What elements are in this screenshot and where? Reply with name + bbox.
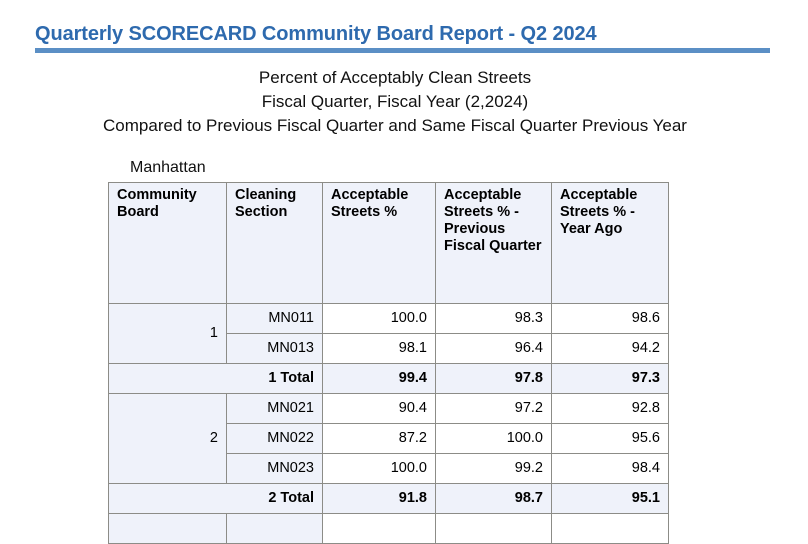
table-row: MN022 87.2 100.0 95.6 xyxy=(109,423,669,454)
table-row: MN013 98.1 96.4 94.2 xyxy=(109,333,669,364)
cell-acceptable-streets xyxy=(322,513,436,544)
cell-community-board: 2 xyxy=(108,393,227,484)
cell-total-spacer xyxy=(108,483,227,514)
cell-acceptable-streets: 98.1 xyxy=(322,333,436,364)
cell-cleaning-section: MN022 xyxy=(226,423,323,454)
table-total-row: 2 Total 91.8 98.7 95.1 xyxy=(108,483,669,514)
cell-acceptable-streets: 87.2 xyxy=(322,423,436,454)
cell-acceptable-streets: 100.0 xyxy=(322,303,436,334)
cell-total-label: 1 Total xyxy=(226,363,323,394)
column-header-year-ago: Acceptable Streets % - Year Ago xyxy=(551,182,669,304)
table-row-partial xyxy=(108,513,669,544)
table-header-row: Community Board Cleaning Section Accepta… xyxy=(108,182,669,304)
title-underline-rule xyxy=(35,48,770,53)
column-header-previous-quarter: Acceptable Streets % - Previous Fiscal Q… xyxy=(435,182,552,304)
cell-previous-quarter: 98.3 xyxy=(435,303,552,334)
cell-total-previous-quarter: 98.7 xyxy=(435,483,552,514)
cell-total-spacer xyxy=(108,363,227,394)
column-header-acceptable-streets: Acceptable Streets % xyxy=(322,182,436,304)
table-total-row: 1 Total 99.4 97.8 97.3 xyxy=(108,363,669,394)
subtitle-line-period: Fiscal Quarter, Fiscal Year (2,2024) xyxy=(261,92,529,111)
table-row: 2 MN021 90.4 97.2 92.8 xyxy=(108,393,669,484)
cell-acceptable-streets: 90.4 xyxy=(322,393,436,424)
cell-cleaning-section: MN023 xyxy=(226,453,323,484)
column-header-cleaning-section: Cleaning Section xyxy=(226,182,323,304)
report-header: Quarterly SCORECARD Community Board Repo… xyxy=(35,22,775,53)
cell-year-ago: 98.6 xyxy=(551,303,669,334)
cell-year-ago: 98.4 xyxy=(551,453,669,484)
cell-total-acceptable: 91.8 xyxy=(322,483,436,514)
table-row: MN023 100.0 99.2 98.4 xyxy=(109,453,669,484)
cell-total-label: 2 Total xyxy=(226,483,323,514)
cell-previous-quarter xyxy=(435,513,552,544)
cell-total-year-ago: 95.1 xyxy=(551,483,669,514)
cell-total-acceptable: 99.4 xyxy=(322,363,436,394)
cell-community-board: 1 xyxy=(108,303,227,364)
cell-total-year-ago: 97.3 xyxy=(551,363,669,394)
cell-year-ago: 94.2 xyxy=(551,333,669,364)
cell-cleaning-section xyxy=(226,513,323,544)
cell-cleaning-section: MN021 xyxy=(226,393,323,424)
cell-cleaning-section: MN011 xyxy=(226,303,323,334)
subtitle-line-metric: Percent of Acceptably Clean Streets xyxy=(258,68,532,87)
cell-acceptable-streets: 100.0 xyxy=(322,453,436,484)
cell-previous-quarter: 99.2 xyxy=(435,453,552,484)
borough-label: Manhattan xyxy=(130,159,206,176)
cell-total-previous-quarter: 97.8 xyxy=(435,363,552,394)
table-body: 1 MN011 100.0 98.3 98.6 MN013 98.1 96.4 … xyxy=(108,303,669,544)
cell-year-ago: 95.6 xyxy=(551,423,669,454)
subtitle-line-comparison: Compared to Previous Fiscal Quarter and … xyxy=(103,116,687,135)
cell-previous-quarter: 97.2 xyxy=(435,393,552,424)
cell-cleaning-section: MN013 xyxy=(226,333,323,364)
scorecard-table: Community Board Cleaning Section Accepta… xyxy=(108,182,669,544)
column-header-community-board: Community Board xyxy=(108,182,227,304)
cell-previous-quarter: 100.0 xyxy=(435,423,552,454)
page-title: Quarterly SCORECARD Community Board Repo… xyxy=(35,23,597,45)
cell-year-ago: 92.8 xyxy=(551,393,669,424)
cell-year-ago xyxy=(551,513,669,544)
cell-previous-quarter: 96.4 xyxy=(435,333,552,364)
table-row: 1 MN011 100.0 98.3 98.6 xyxy=(108,303,669,364)
report-subtitle: Percent of Acceptably Clean Streets Fisc… xyxy=(0,66,790,138)
cell-community-board xyxy=(108,513,227,544)
